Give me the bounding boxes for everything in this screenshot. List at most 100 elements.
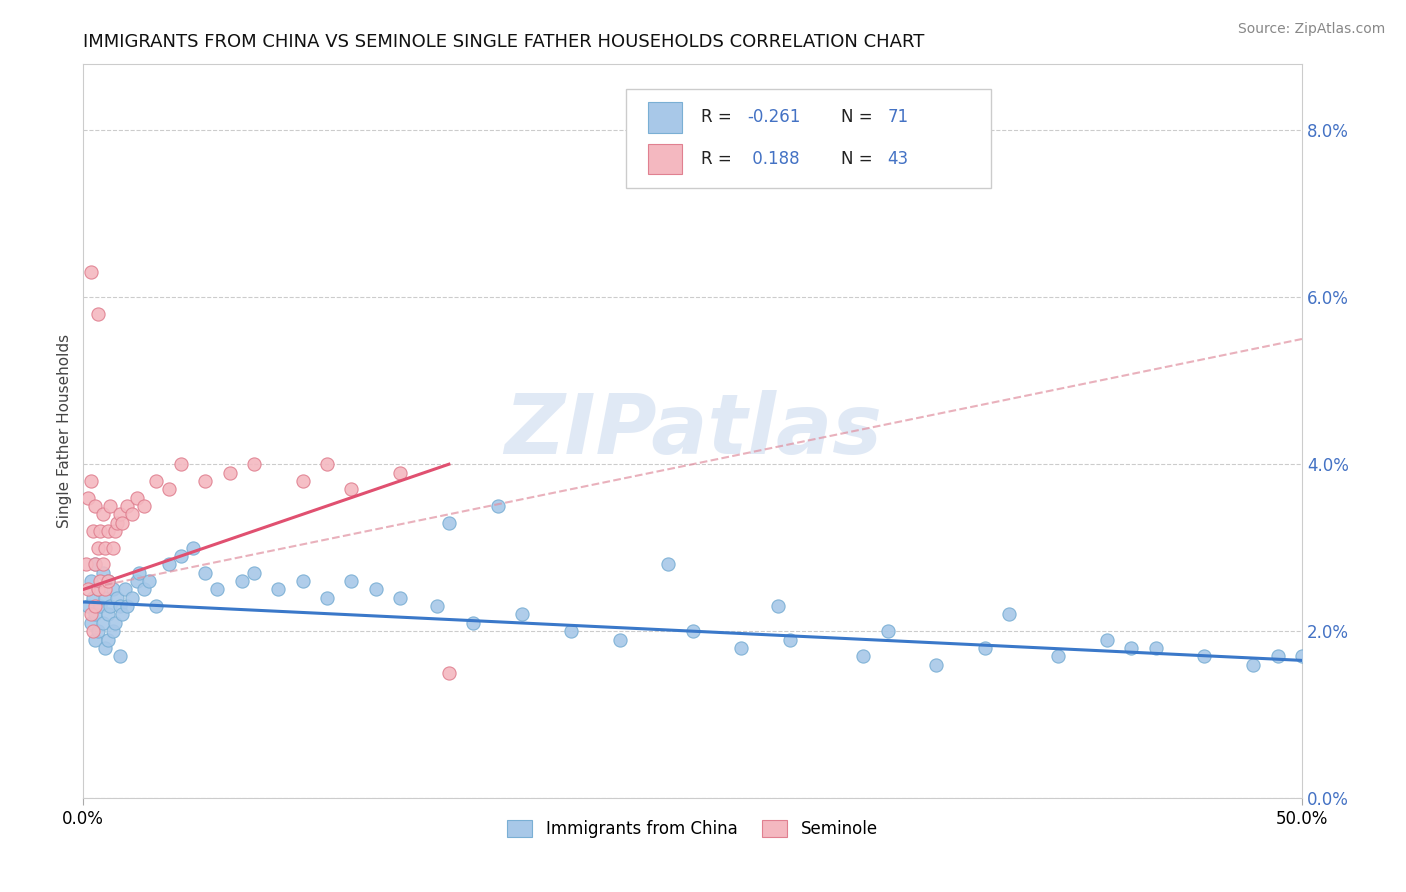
Point <box>115 499 138 513</box>
Point <box>104 524 127 538</box>
Point <box>101 541 124 555</box>
Text: N =: N = <box>841 108 879 126</box>
Point <box>243 566 266 580</box>
Point <box>114 582 136 597</box>
Point <box>157 482 180 496</box>
Point <box>94 591 117 605</box>
Point <box>779 632 801 647</box>
Point <box>97 607 120 622</box>
Point <box>925 657 948 672</box>
Point <box>101 624 124 639</box>
Point <box>194 474 217 488</box>
Point <box>267 582 290 597</box>
Point <box>510 607 533 622</box>
Point <box>121 508 143 522</box>
Point <box>170 457 193 471</box>
Point <box>75 558 97 572</box>
Point <box>340 574 363 588</box>
Point <box>730 640 752 655</box>
Point <box>89 599 111 614</box>
Text: 71: 71 <box>887 108 908 126</box>
Point <box>437 516 460 530</box>
Point <box>121 591 143 605</box>
Point <box>1095 632 1118 647</box>
Point <box>852 649 875 664</box>
Point <box>426 599 449 614</box>
Point <box>134 499 156 513</box>
Point <box>145 474 167 488</box>
Point <box>207 582 229 597</box>
Point <box>560 624 582 639</box>
Text: N =: N = <box>841 150 879 168</box>
Point <box>91 558 114 572</box>
Text: Source: ZipAtlas.com: Source: ZipAtlas.com <box>1237 22 1385 37</box>
Point <box>111 607 134 622</box>
Point <box>98 599 121 614</box>
Point <box>291 574 314 588</box>
Point <box>87 624 110 639</box>
Point <box>486 499 509 513</box>
Point <box>170 549 193 563</box>
Point <box>1047 649 1070 664</box>
Point <box>77 491 100 505</box>
Point <box>389 466 412 480</box>
Point <box>218 466 240 480</box>
Point <box>94 640 117 655</box>
Point <box>84 599 107 614</box>
Point <box>194 566 217 580</box>
Point <box>108 649 131 664</box>
Point <box>181 541 204 555</box>
Point <box>79 615 101 630</box>
Point <box>609 632 631 647</box>
Point <box>77 599 100 614</box>
Point <box>1121 640 1143 655</box>
Point <box>115 599 138 614</box>
Point <box>87 541 110 555</box>
Point <box>79 474 101 488</box>
Text: R =: R = <box>702 150 737 168</box>
Point <box>77 582 100 597</box>
Point <box>97 574 120 588</box>
Point <box>389 591 412 605</box>
Point <box>84 499 107 513</box>
Point <box>84 632 107 647</box>
Point <box>107 591 129 605</box>
Point <box>125 574 148 588</box>
Point <box>94 582 117 597</box>
Point <box>87 582 110 597</box>
FancyBboxPatch shape <box>626 89 991 188</box>
Point <box>291 474 314 488</box>
Point <box>82 591 104 605</box>
Text: 0.188: 0.188 <box>748 150 800 168</box>
Point <box>134 582 156 597</box>
Point <box>231 574 253 588</box>
Point <box>79 265 101 279</box>
Point <box>1291 649 1313 664</box>
Point <box>998 607 1021 622</box>
Point <box>111 516 134 530</box>
Point <box>91 566 114 580</box>
Text: -0.261: -0.261 <box>748 108 801 126</box>
Point <box>243 457 266 471</box>
Point <box>97 632 120 647</box>
FancyBboxPatch shape <box>648 144 682 175</box>
FancyBboxPatch shape <box>648 102 682 133</box>
Point <box>107 516 129 530</box>
Point <box>79 574 101 588</box>
Point <box>1144 640 1167 655</box>
Point <box>145 599 167 614</box>
Point <box>974 640 997 655</box>
Point <box>84 558 107 572</box>
Point <box>84 607 107 622</box>
Point <box>316 591 339 605</box>
Point <box>1267 649 1289 664</box>
Point <box>98 499 121 513</box>
Point <box>125 491 148 505</box>
Point <box>101 582 124 597</box>
Point <box>108 508 131 522</box>
Point <box>108 599 131 614</box>
Legend: Immigrants from China, Seminole: Immigrants from China, Seminole <box>501 814 884 845</box>
Point <box>437 665 460 680</box>
Point <box>91 508 114 522</box>
Point <box>364 582 387 597</box>
